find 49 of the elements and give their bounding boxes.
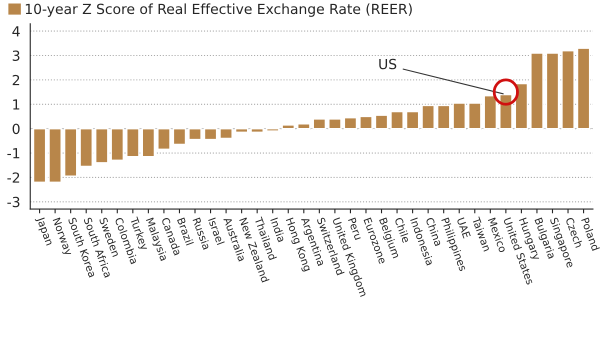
bar bbox=[561, 50, 575, 130]
bar bbox=[390, 110, 404, 130]
bar bbox=[514, 82, 528, 130]
bar bbox=[344, 116, 358, 130]
bar bbox=[312, 118, 326, 130]
y-tick-label: 1 bbox=[13, 99, 20, 110]
y-tick-label: 3 bbox=[12, 50, 20, 61]
bar bbox=[546, 52, 560, 130]
bar bbox=[64, 128, 78, 177]
bar bbox=[157, 128, 171, 150]
bar bbox=[374, 114, 388, 130]
bar bbox=[94, 128, 109, 164]
bar bbox=[266, 128, 280, 132]
bar bbox=[421, 104, 435, 130]
bar bbox=[359, 116, 373, 130]
bar bbox=[79, 128, 93, 168]
bar bbox=[204, 128, 218, 140]
bar bbox=[530, 52, 544, 130]
bar bbox=[250, 128, 264, 133]
y-tick-label: -3 bbox=[7, 196, 20, 208]
x-tick-label: Chile bbox=[394, 216, 411, 244]
bar bbox=[576, 47, 590, 130]
bar bbox=[452, 102, 466, 130]
y-tick-label: -1 bbox=[7, 148, 20, 158]
y-tick-label: 4 bbox=[12, 26, 20, 36]
bar bbox=[297, 123, 311, 130]
bar bbox=[219, 128, 233, 140]
bar bbox=[48, 128, 62, 183]
bar bbox=[328, 118, 342, 130]
bar bbox=[406, 110, 420, 130]
bar bbox=[110, 128, 124, 162]
bar bbox=[282, 124, 296, 130]
x-tick-label: Japan bbox=[34, 216, 54, 246]
bar bbox=[468, 102, 482, 130]
annotation: US bbox=[379, 58, 396, 70]
bar bbox=[188, 128, 202, 140]
y-tick-label: 2 bbox=[12, 74, 20, 86]
bar bbox=[142, 128, 156, 158]
bar bbox=[484, 95, 498, 130]
bar bbox=[499, 94, 513, 130]
legend-label: 10-year Z Score of Real Effective Exchange Rate (REER) bbox=[26, 3, 412, 17]
y-tick-label: -2 bbox=[7, 172, 20, 183]
x-tick-label: Israel bbox=[208, 217, 225, 245]
bar bbox=[172, 128, 186, 146]
y-tick-label: 0 bbox=[12, 124, 20, 134]
bar bbox=[436, 104, 450, 130]
bar bbox=[32, 128, 46, 183]
bar bbox=[234, 128, 248, 133]
bar bbox=[126, 128, 140, 158]
